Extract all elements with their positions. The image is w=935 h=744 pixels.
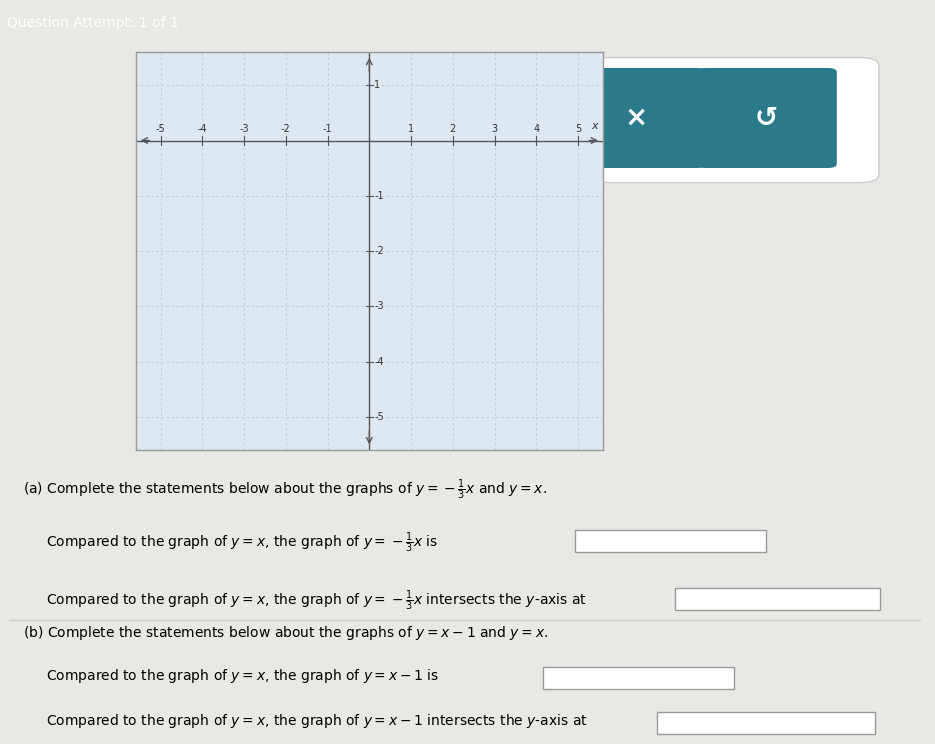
Text: ∨: ∨ xyxy=(746,536,755,546)
Text: -2: -2 xyxy=(281,124,291,134)
Text: Choose one: Choose one xyxy=(588,534,662,548)
Text: -2: -2 xyxy=(374,246,384,256)
FancyBboxPatch shape xyxy=(656,711,875,734)
Text: 1: 1 xyxy=(408,124,414,134)
Text: 1: 1 xyxy=(374,80,381,90)
FancyBboxPatch shape xyxy=(675,588,880,610)
Text: ↺: ↺ xyxy=(755,104,778,132)
Text: 2: 2 xyxy=(450,124,456,134)
FancyBboxPatch shape xyxy=(697,68,837,168)
Text: -4: -4 xyxy=(374,356,384,367)
FancyBboxPatch shape xyxy=(542,57,879,182)
Text: Question Attempt: 1 of 1: Question Attempt: 1 of 1 xyxy=(7,16,180,30)
Text: ∨: ∨ xyxy=(714,673,723,683)
FancyBboxPatch shape xyxy=(542,667,734,689)
Text: ∨: ∨ xyxy=(856,718,864,728)
Text: Compared to the graph of $y=x$, the graph of $y=x-1$ intersects the $y$-axis at: Compared to the graph of $y=x$, the grap… xyxy=(46,712,587,730)
Text: Choose one: Choose one xyxy=(556,671,629,684)
Text: Compared to the graph of $y=x$, the graph of $y=-\frac{1}{3}x$ is: Compared to the graph of $y=x$, the grap… xyxy=(46,530,438,554)
Text: Choose one: Choose one xyxy=(688,593,762,606)
Text: -1: -1 xyxy=(374,190,384,201)
Text: ×: × xyxy=(625,104,647,132)
Text: (a) Complete the statements below about the graphs of $y=-\frac{1}{3}x$ and $y=x: (a) Complete the statements below about … xyxy=(23,477,547,501)
Text: 3: 3 xyxy=(492,124,497,134)
Text: Choose one: Choose one xyxy=(670,716,743,729)
Text: -5: -5 xyxy=(156,124,165,134)
Text: -3: -3 xyxy=(374,301,384,312)
Text: -1: -1 xyxy=(323,124,333,134)
Text: ∨: ∨ xyxy=(860,594,869,604)
Text: Compared to the graph of $y=x$, the graph of $y=-\frac{1}{3}x$ intersects the $y: Compared to the graph of $y=x$, the grap… xyxy=(46,589,587,613)
FancyBboxPatch shape xyxy=(566,68,706,168)
Text: (b) Complete the statements below about the graphs of $y=x-1$ and $y=x$.: (b) Complete the statements below about … xyxy=(23,624,548,642)
Text: -3: -3 xyxy=(239,124,249,134)
Text: Compared to the graph of $y=x$, the graph of $y=x-1$ is: Compared to the graph of $y=x$, the grap… xyxy=(46,667,439,685)
Text: 5: 5 xyxy=(575,124,582,134)
Text: -4: -4 xyxy=(197,124,208,134)
Text: -5: -5 xyxy=(374,412,384,422)
FancyBboxPatch shape xyxy=(574,530,766,552)
Text: x: x xyxy=(592,121,598,131)
Text: 4: 4 xyxy=(533,124,539,134)
